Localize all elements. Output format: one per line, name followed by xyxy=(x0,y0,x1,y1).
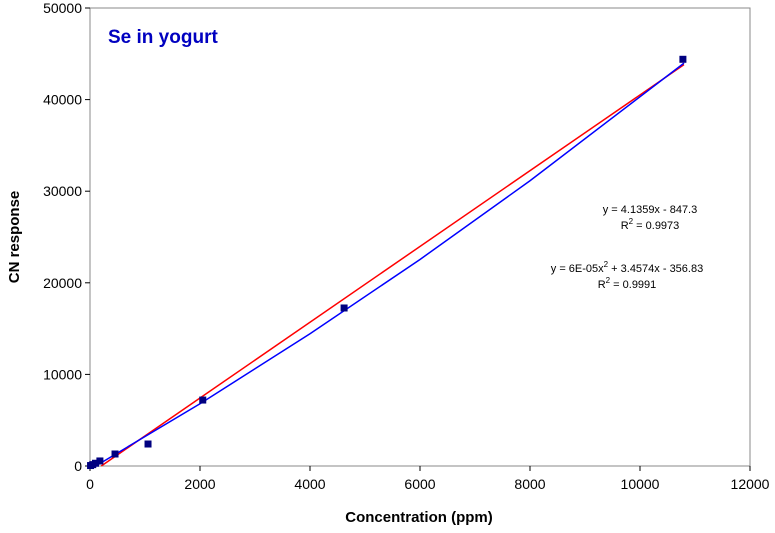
trendline xyxy=(100,63,685,467)
y-tick-label: 20000 xyxy=(43,275,82,291)
data-point xyxy=(92,459,99,467)
data-point xyxy=(199,396,207,404)
data-point xyxy=(340,304,348,312)
annotation: 2 xyxy=(604,260,609,269)
annotation: 2 xyxy=(629,217,634,226)
x-tick-label: 12000 xyxy=(731,476,770,492)
annotation: + 3.4574x - 356.83 xyxy=(608,263,703,275)
annotation: R2 = 0.9973 xyxy=(621,217,680,232)
annotation: y = 6E-05x xyxy=(551,263,604,275)
x-tick-label: 2000 xyxy=(184,476,215,492)
x-tick-label: 10000 xyxy=(621,476,660,492)
x-tick-label: 4000 xyxy=(294,476,325,492)
chart-title: Se in yogurt xyxy=(108,27,218,48)
y-axis-label: CN response xyxy=(6,191,23,284)
y-tick-label: 50000 xyxy=(43,0,82,16)
data-point xyxy=(144,440,152,448)
x-tick-label: 8000 xyxy=(514,476,545,492)
y-tick-label: 10000 xyxy=(43,366,82,382)
y-tick-label: 30000 xyxy=(43,183,82,199)
x-tick-label: 6000 xyxy=(404,476,435,492)
y-tick-label: 0 xyxy=(74,458,82,474)
annotation: R2 = 0.9991 xyxy=(598,276,657,291)
y-tick-label: 40000 xyxy=(43,92,82,108)
plot-area xyxy=(89,7,751,467)
data-point xyxy=(679,55,687,63)
annotation: R xyxy=(621,220,629,232)
annotation: = 0.9991 xyxy=(610,279,656,291)
annotation: y = 4.1359x - 847.3 xyxy=(603,204,697,216)
data-point xyxy=(111,450,119,458)
annotation: y = 6E-05x2 + 3.4574x - 356.83 xyxy=(551,260,703,275)
data-point xyxy=(96,457,104,465)
x-axis-label: Concentration (ppm) xyxy=(345,509,493,526)
trendline xyxy=(95,62,685,467)
annotation: = 0.9973 xyxy=(633,220,679,232)
annotation: 2 xyxy=(606,276,611,285)
x-tick-label: 0 xyxy=(86,476,94,492)
annotation: R xyxy=(598,279,606,291)
